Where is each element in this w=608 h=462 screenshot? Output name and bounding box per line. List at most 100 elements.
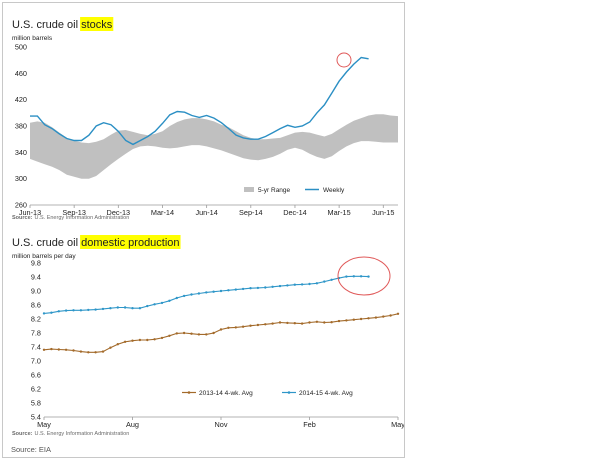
production-source-text: U.S. Energy Information Administration: [34, 431, 129, 437]
legend-1314-marker: [187, 391, 191, 394]
series-line-2013-14-point: [175, 332, 178, 335]
stocks-ytick-2: 340: [15, 148, 27, 157]
series-line-2014-15-point: [116, 306, 120, 309]
series-line-2014-15-point: [286, 284, 289, 287]
series-line-2014-15-point: [205, 291, 208, 294]
stocks-ytick-6: 500: [15, 43, 27, 52]
series-line-2014-15-point: [256, 286, 260, 290]
series-line-2013-14-point: [330, 321, 333, 324]
series-line-2013-14-point: [293, 322, 296, 325]
production-ytick-6: 7.8: [31, 329, 41, 338]
production-annotation-circle: [337, 256, 391, 296]
production-ytick-10: 9.4: [31, 273, 41, 282]
production-ytick-2: 6.2: [31, 385, 41, 394]
series-line-2014-15-point: [249, 287, 252, 290]
production-source-label: Source:: [12, 431, 33, 437]
production-title-prefix: U.S. crude oil: [12, 237, 81, 249]
series-line-2013-14-point: [241, 325, 245, 328]
series-line-2014-15-point: [64, 309, 68, 312]
series-line-2013-14-point: [205, 333, 208, 336]
series-line-2013-14-point: [72, 349, 75, 352]
production-ytick-5: 7.4: [31, 343, 41, 352]
stocks-xtick-6: Dec-14: [283, 208, 307, 217]
series-line-2013-14-point: [190, 332, 193, 335]
series-line-2014-15-point: [330, 278, 333, 281]
production-y-ticks: 5.4 5.8 6.2 6.6 7.0 7.4 7.8 8.2 8.6 9.0 9.4 9.8: [31, 259, 41, 422]
stocks-title-highlight-text: stocks: [81, 19, 113, 31]
stocks-x-ticks: Jun-13 Sep-13 Dec-13 Mar-14 Jun-14 Sep-14 Dec-…: [19, 205, 394, 217]
legend-weekly-label: Weekly: [323, 187, 345, 194]
series-line-2013-14-point: [278, 321, 282, 324]
five-year-range-area: [30, 114, 398, 179]
stocks-xtick-4: Jun-14: [195, 208, 217, 217]
series-line-2013-14-point: [308, 321, 311, 324]
stocks-source: Source: U.S. Energy Information Administr…: [12, 215, 129, 221]
series-line-2013-14-point: [264, 323, 267, 326]
series-line-2014-15-point: [87, 308, 90, 312]
stocks-ytick-0: 260: [15, 201, 27, 210]
series-line-2014-15-point: [79, 309, 83, 312]
series-line-2014-15-point: [123, 306, 127, 309]
page-source-note: Source: EIA: [11, 445, 52, 454]
stocks-source-label: Source:: [12, 215, 33, 221]
series-line-2013-14-point: [57, 348, 60, 351]
series-line-2014-15-point: [138, 307, 142, 310]
series-line-2013-14-point: [382, 315, 385, 318]
production-ytick-4: 7.0: [31, 357, 41, 366]
series-line-2013-14-point: [138, 338, 142, 342]
series-line-2014-15-point: [182, 294, 186, 298]
production-y-unit: million barrels per day: [12, 253, 76, 260]
stocks-y-unit: million barrels: [12, 35, 53, 42]
legend-1415-marker: [287, 391, 291, 394]
series-line-2014-15-point: [271, 285, 274, 288]
five-year-range-band: [30, 114, 398, 179]
stocks-xtick-3: Mar-14: [151, 208, 174, 217]
series-line-2013-14-point: [249, 324, 252, 327]
series-line-2013-14-point: [300, 322, 304, 325]
production-source: Source: U.S. Energy Information Administr…: [12, 431, 129, 437]
series-line-2013-14-point: [234, 326, 237, 329]
stocks-xtick-1: Sep-13: [62, 208, 86, 217]
series-line-2013-14-point: [271, 322, 274, 325]
stocks-annotation-circle: [336, 52, 352, 68]
series-line-2014-15-point: [146, 304, 149, 308]
production-ytick-0: 5.4: [31, 413, 41, 422]
series-line-2014-15-point: [197, 292, 201, 295]
series-line-2013-14-point: [94, 351, 97, 354]
series-line-2014-15-point: [94, 308, 97, 311]
series-line-2013-14-point: [323, 321, 326, 324]
series-line-2013-14-point: [160, 336, 164, 340]
series-line-2013-14-point: [227, 326, 230, 329]
series-line-2014-15-point: [241, 287, 245, 291]
series-line-2014-15-point: [315, 282, 319, 285]
series-line-2014-15-point: [131, 307, 134, 310]
series-line-2013-14-point: [182, 331, 186, 335]
production-x-ticks: May Aug Nov Feb May: [37, 417, 404, 429]
series-line-2013-14-point: [256, 323, 260, 327]
series-line-2013-14-point: [359, 317, 363, 321]
series-line-2013-14-point: [389, 314, 392, 317]
stocks-series: [30, 56, 369, 146]
production-title-highlight: [80, 235, 181, 249]
stocks-title: U.S. crude oil stocks: [12, 19, 113, 31]
series-line-2013-14-point: [352, 318, 355, 321]
series-line-2014-15-point: [212, 290, 215, 293]
series-line-2014-15-point: [264, 286, 267, 289]
stocks-xtick-5: Sep-14: [239, 208, 263, 217]
production-series: [42, 275, 400, 354]
production-xtick-2: Nov: [215, 420, 228, 429]
stocks-ytick-1: 300: [15, 174, 27, 183]
series-line-2013-14-point: [345, 319, 348, 322]
stocks-xtick-0: Jun-13: [19, 208, 41, 217]
stocks-ytick-4: 420: [15, 95, 27, 104]
series-line-2013-14-point: [396, 312, 400, 315]
production-title-highlight-text: domestic production: [81, 237, 179, 249]
series-line-2013-14-point: [367, 317, 370, 320]
series-line-2014-15-point: [219, 289, 223, 293]
series-line-2013-14-point: [212, 331, 215, 335]
series-line-2013-14-point: [374, 316, 378, 319]
series-line-2014-15-point: [175, 296, 178, 300]
series-line-2013-14-point: [123, 340, 127, 343]
series-line-2013-14-point: [219, 328, 223, 331]
production-ytick-1: 5.8: [31, 399, 41, 408]
